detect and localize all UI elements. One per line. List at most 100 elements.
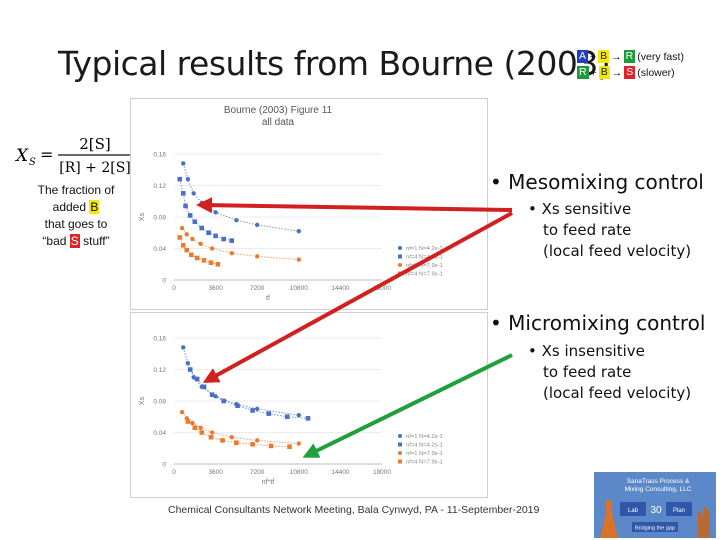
x-tick-label: 7200 bbox=[250, 469, 265, 476]
formula-lhs: X bbox=[14, 146, 29, 166]
y-axis-label: Xs bbox=[139, 396, 146, 405]
data-point bbox=[215, 261, 221, 267]
caption-line: that goes to bbox=[44, 217, 108, 231]
formula-denominator: [R] + 2[S] bbox=[59, 160, 131, 176]
plus-sign: + bbox=[590, 50, 597, 63]
y-tick-label: 0.12 bbox=[153, 367, 166, 374]
data-point bbox=[284, 414, 290, 420]
sub-bullets-micromixing: • Xs insensitive to feed rate (local fee… bbox=[528, 342, 692, 402]
legend-label: nf=1 N=7.9s-1 bbox=[406, 451, 443, 457]
caption-text: stuff” bbox=[79, 234, 110, 248]
data-point bbox=[235, 403, 240, 409]
data-point bbox=[199, 225, 205, 231]
bullet-text: Micromixing control bbox=[508, 311, 706, 335]
formula-equals: = bbox=[40, 145, 53, 164]
data-point bbox=[287, 444, 292, 449]
company-logo: SanaTrass Process & Mixing Consulting, L… bbox=[594, 472, 716, 538]
legend-label: nf=4 N=4.2s-1 bbox=[406, 443, 443, 449]
data-point bbox=[180, 191, 186, 196]
y-tick-label: 0.08 bbox=[153, 399, 166, 406]
sub-bullet-text: to feed rate bbox=[543, 221, 632, 239]
slide-footer: Chemical Consultants Network Meeting, Ba… bbox=[168, 504, 540, 516]
legend-marker bbox=[398, 442, 402, 447]
arrow-micromixing-red bbox=[202, 211, 513, 383]
formula-numerator: 2[S] bbox=[79, 135, 111, 153]
x-tick-label: 3600 bbox=[208, 285, 223, 292]
data-point bbox=[201, 258, 207, 263]
data-point bbox=[198, 425, 203, 430]
x-tick-label: 0 bbox=[172, 469, 176, 476]
data-point bbox=[190, 236, 195, 242]
data-point bbox=[181, 161, 186, 166]
data-point bbox=[191, 375, 196, 380]
sub-bullet-text: Xs insensitive bbox=[541, 342, 645, 360]
caption-line: added B bbox=[28, 199, 124, 216]
data-point bbox=[185, 361, 191, 366]
legend-label: nf=1 N=7.9s-1 bbox=[406, 263, 443, 269]
data-point bbox=[191, 191, 196, 196]
data-point bbox=[213, 233, 218, 239]
y-tick-label: 0.12 bbox=[153, 183, 166, 190]
data-point bbox=[208, 434, 214, 440]
data-point bbox=[194, 255, 200, 261]
data-point bbox=[199, 430, 205, 435]
x-tick-label: 10800 bbox=[290, 469, 308, 476]
series-trendline bbox=[182, 163, 299, 232]
data-point bbox=[229, 251, 234, 256]
legend-marker bbox=[398, 459, 402, 464]
data-point bbox=[184, 232, 189, 237]
data-point bbox=[305, 416, 311, 421]
data-point bbox=[206, 230, 211, 236]
data-point bbox=[234, 440, 239, 446]
data-point bbox=[255, 254, 260, 259]
legend-label: nf=4 N=7.9s-1 bbox=[406, 460, 443, 466]
sub-bullet-text: to feed rate bbox=[543, 363, 632, 381]
reactant-b: B bbox=[598, 66, 610, 79]
data-point bbox=[296, 228, 301, 234]
data-point bbox=[194, 376, 200, 382]
data-point bbox=[183, 203, 188, 209]
x-tick-label: 7200 bbox=[250, 285, 265, 292]
arrow-micromixing-green bbox=[302, 353, 513, 458]
sub-bullet-text: Xs sensitive bbox=[541, 200, 632, 218]
legend-label: nf=1 N=4.2s-1 bbox=[406, 246, 443, 252]
data-point bbox=[296, 257, 301, 262]
bullet-mesomixing: • Mesomixing control bbox=[490, 170, 704, 194]
data-point bbox=[268, 443, 274, 449]
data-point bbox=[185, 177, 191, 182]
caption-line: “bad S stuff” bbox=[28, 233, 124, 250]
rate-note: (slower) bbox=[637, 66, 675, 79]
data-point bbox=[266, 411, 272, 416]
data-point bbox=[255, 222, 260, 228]
data-point bbox=[177, 176, 183, 182]
sub-bullet-text: (local feed velocity) bbox=[543, 242, 692, 260]
data-point bbox=[179, 409, 185, 415]
y-tick-label: 0.04 bbox=[153, 246, 166, 253]
data-point bbox=[229, 435, 234, 440]
chart-frame bbox=[130, 312, 488, 498]
xs-formula: X S = 2[S] [R] + 2[S] bbox=[14, 135, 132, 176]
caption-b: B bbox=[89, 200, 100, 214]
logo-plan-box bbox=[666, 502, 692, 516]
logo-line-2: Mixing Consulting, LLC bbox=[625, 486, 692, 493]
data-point bbox=[220, 438, 225, 443]
x-tick-label: 0 bbox=[172, 285, 176, 292]
data-point bbox=[250, 442, 255, 447]
chart-title: Bourne (2003) Figure 11 bbox=[224, 105, 333, 116]
data-point bbox=[296, 441, 301, 446]
legend-marker bbox=[398, 263, 402, 267]
x-tick-label: 3600 bbox=[208, 469, 223, 476]
reactant-b: B bbox=[598, 50, 610, 63]
logo-tagline: Bridging the gap bbox=[635, 526, 675, 532]
data-point bbox=[209, 392, 215, 397]
logo-plan-text: Plan bbox=[673, 508, 685, 514]
data-point bbox=[187, 367, 193, 372]
y-axis-label: Xs bbox=[139, 212, 146, 221]
logo-line-1: SanaTrass Process & bbox=[627, 478, 690, 485]
x-axis-label: tf bbox=[266, 295, 270, 302]
y-tick-label: 0.16 bbox=[153, 336, 166, 343]
legend-marker bbox=[398, 254, 402, 259]
x-tick-label: 18000 bbox=[373, 469, 391, 476]
caption-text: added bbox=[52, 200, 90, 214]
product-r: R bbox=[623, 50, 636, 63]
